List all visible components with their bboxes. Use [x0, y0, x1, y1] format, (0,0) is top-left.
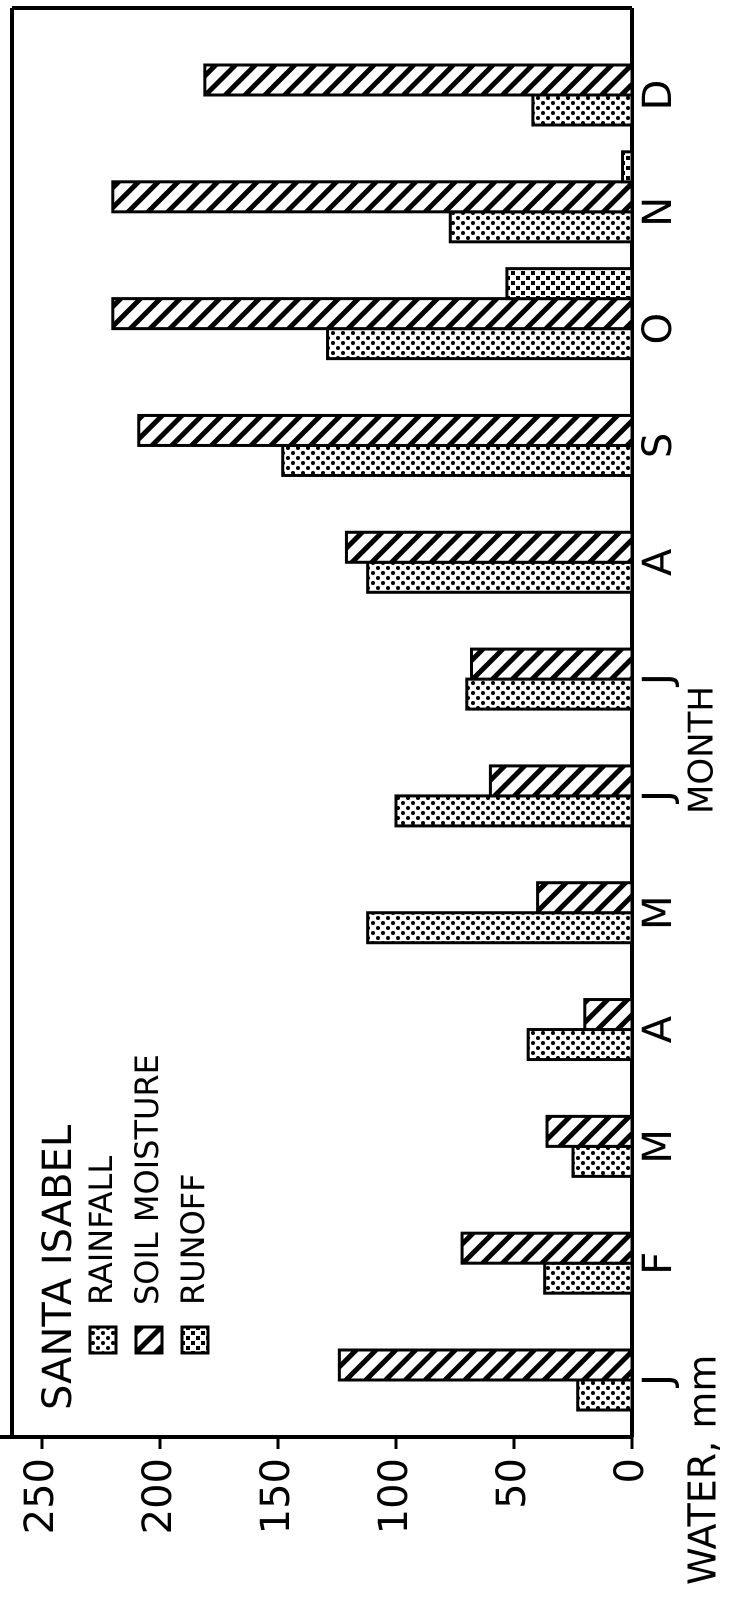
bar	[460, 1231, 634, 1265]
bar	[281, 443, 634, 477]
x-tick-label: J	[635, 673, 681, 688]
bar	[531, 93, 634, 127]
frame	[0, 6, 634, 1439]
y-tick-label: 0	[607, 1458, 653, 1483]
x-tick-label: A	[635, 1015, 681, 1043]
x-axis-label: MONTH	[682, 686, 722, 814]
x-tick-label: A	[635, 548, 681, 576]
bar	[545, 1114, 634, 1148]
legend-swatch	[134, 1325, 164, 1355]
x-tick-label: M	[635, 895, 681, 930]
bar	[571, 1144, 634, 1178]
bar	[394, 794, 634, 828]
x-tick-label: F	[635, 1252, 681, 1275]
bar	[111, 180, 634, 214]
x-tick-label: J	[635, 790, 681, 805]
x-tick-label: N	[635, 197, 681, 227]
y-tick-label: 50	[489, 1458, 535, 1509]
bar	[366, 911, 634, 945]
bar	[526, 1028, 634, 1062]
bar	[366, 560, 634, 594]
bar	[337, 1348, 634, 1382]
legend-label: RUNOFF	[174, 1173, 212, 1305]
bar	[465, 677, 634, 711]
y-tick-label: 250	[17, 1458, 63, 1534]
bar	[583, 998, 634, 1032]
bar	[203, 63, 634, 97]
x-tick-label: J	[635, 1374, 681, 1389]
bar	[576, 1378, 634, 1412]
legend-swatch	[180, 1325, 210, 1355]
legend-swatch	[88, 1325, 118, 1355]
bar	[536, 881, 634, 915]
x-tick-label: O	[635, 313, 681, 344]
y-tick-label: 200	[135, 1458, 181, 1534]
bar	[505, 267, 634, 301]
bar	[470, 647, 634, 681]
x-tick-label: M	[635, 1129, 681, 1164]
legend-label: RAINFALL	[82, 1156, 120, 1305]
bar	[543, 1261, 634, 1295]
bar	[344, 530, 634, 564]
bar	[326, 327, 634, 361]
x-tick-label: S	[635, 433, 681, 458]
bar	[621, 150, 634, 184]
bar	[488, 764, 634, 798]
x-tick-label: D	[635, 80, 681, 111]
y-axis-label: WATER, mm	[681, 1355, 725, 1585]
bar	[448, 210, 634, 244]
y-tick-label: 150	[253, 1458, 299, 1534]
y-tick-label: 100	[371, 1458, 417, 1534]
bar	[137, 413, 634, 447]
legend-label: SOIL MOISTURE	[128, 1054, 166, 1305]
bar	[111, 297, 634, 331]
chart-title: SANTA ISABEL	[35, 1124, 81, 1410]
